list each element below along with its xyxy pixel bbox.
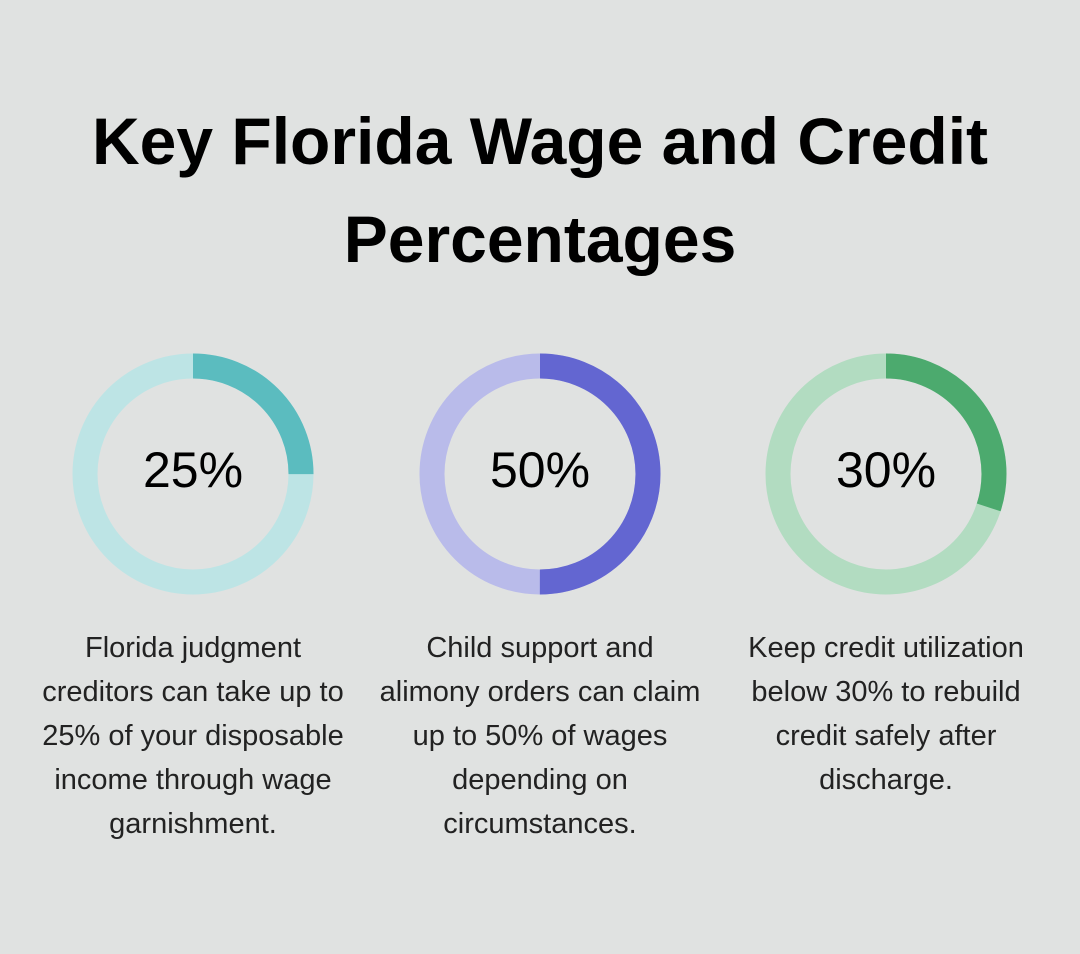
caption: Keep credit utilization below 30% to reb…	[748, 632, 1024, 796]
donut-arc	[72, 353, 314, 595]
value-label: 30%	[836, 442, 936, 498]
value-label: 25%	[143, 442, 243, 498]
donut-arc	[419, 353, 661, 595]
title: Key Florida Wage and Credit Percentages	[91, 104, 989, 276]
caption: Florida judgment creditors can take up t…	[42, 632, 344, 840]
donut-arc	[765, 353, 1007, 595]
value-label: 50%	[490, 442, 590, 498]
caption: Child support and alimony orders can cla…	[379, 632, 701, 840]
